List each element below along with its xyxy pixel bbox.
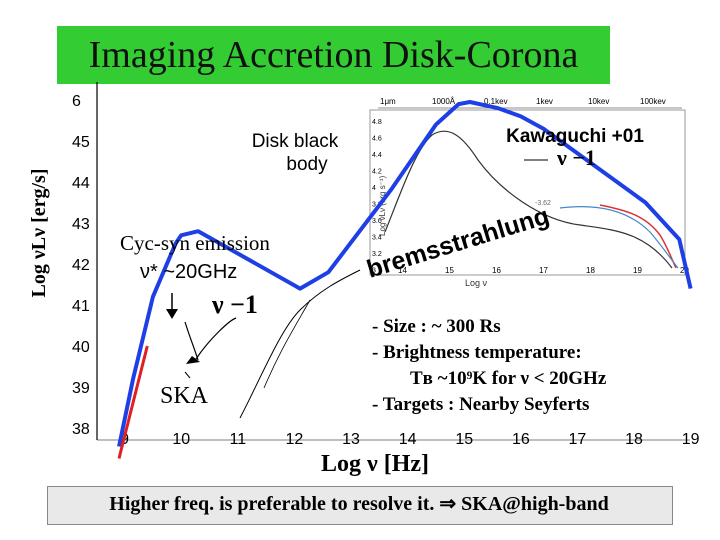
y-tick-label: 45	[72, 134, 90, 151]
inset-y-tick: 4.4	[372, 152, 382, 159]
inset-top-tick: 1kev	[536, 97, 553, 106]
x-tick-label: 10	[172, 431, 190, 448]
inset-top-tick: 10kev	[588, 97, 609, 106]
ska-arrow	[186, 356, 200, 364]
inset-x-tick: 17	[539, 266, 548, 275]
inset-y-tick: 3	[372, 268, 376, 275]
inset-y-tick: 4.6	[372, 136, 382, 143]
y-tick-label: 40	[72, 339, 90, 356]
footer-text: Higher freq. is preferable to resolve it…	[109, 493, 609, 515]
x-tick-label: 15	[455, 431, 473, 448]
inset-tick-label: -3.62	[535, 200, 551, 207]
disk-label-line1: Disk black	[252, 131, 339, 152]
cycsyn-label: Cyc-syn emission	[120, 231, 270, 255]
inset-y-tick: 4.8	[372, 119, 382, 126]
inset-top-tick: 1000Å	[432, 97, 456, 106]
x-tick-label: 19	[682, 431, 700, 448]
inset-top-tick: 0.1kev	[484, 97, 508, 106]
thin-curve-1	[239, 269, 361, 419]
slide-title: Imaging Accretion Disk-Corona	[88, 34, 579, 76]
y-tick-label: 42	[72, 257, 90, 274]
x-axis-label: Log ν [Hz]	[321, 451, 429, 477]
inset-x-tick: 19	[633, 266, 642, 275]
nustar-arrow-head	[166, 309, 178, 319]
y-tick-label: 44	[72, 175, 90, 192]
x-tick-label: 11	[230, 431, 247, 448]
inset-top-tick: 100kev	[640, 97, 666, 106]
nu-minus1-mid-label: ν −1	[211, 290, 258, 319]
nu-minus1-top-label: ν −1	[556, 145, 596, 170]
x-tick-label: 12	[286, 431, 304, 448]
inset-curve-blue-2	[559, 206, 679, 269]
y-tick-label: 39	[72, 380, 90, 397]
inset-y-tick: 3.4	[372, 235, 382, 242]
y-tick-label: 38	[72, 421, 90, 438]
x-tick-label: 16	[512, 431, 530, 448]
inset-x-label: Log ν	[465, 278, 488, 288]
y-tick-labels: 6 45 44 43 42 41 40 39 38	[72, 93, 90, 438]
y-axis-label: Log νLν [erg/s]	[28, 169, 50, 298]
x-tick-label: 18	[625, 431, 643, 448]
footer-box	[47, 486, 673, 525]
inset-x-tick: 14	[398, 266, 407, 275]
note-line: Tʙ ~10⁹K for ν < 20GHz	[410, 368, 607, 389]
inset-y-tick: 3.8	[372, 202, 382, 209]
inset-y-tick: 3.6	[372, 218, 382, 225]
sed-red-segment	[117, 345, 149, 459]
inset-top-tick: 1μm	[380, 97, 396, 106]
ska-label: SKA	[160, 383, 209, 409]
inset-x-tick: 15	[445, 266, 454, 275]
nustar-label: ν* ~20GHz	[140, 261, 237, 283]
inset-y-tick: 4.2	[372, 169, 382, 176]
disk-label-line2: body	[286, 154, 328, 175]
y-tick-label: 41	[72, 298, 90, 315]
sed-line	[117, 100, 693, 447]
inset-faint-curve	[384, 130, 673, 269]
inset-x-tick: 16	[492, 266, 501, 275]
inset-x-tick: 18	[586, 266, 595, 275]
inset-y-tick: 3.2	[372, 251, 382, 258]
y-tick-label: 6	[72, 93, 81, 110]
title-background	[57, 26, 610, 84]
notes-block: - Size : ~ 300 Rs - Brightness temperatur…	[372, 316, 607, 415]
inset-y-tick: 4	[372, 185, 376, 192]
kawaguchi-label: Kawaguchi +01	[506, 126, 644, 147]
y-tick-label: 43	[72, 216, 90, 233]
ska-callout-line	[184, 371, 191, 379]
note-line: - Targets : Nearby Seyferts	[372, 394, 589, 415]
x-tick-labels: 9 10 11 12 13 14 15 16 17 18 19	[120, 431, 699, 448]
thin-curve-2	[263, 299, 311, 389]
inset-y-label: Log νLν (erg s⁻¹)	[378, 175, 387, 236]
note-line: - Size : ~ 300 Rs	[372, 316, 501, 337]
ska-arrow-arc	[195, 317, 237, 360]
x-tick-label: 17	[569, 431, 587, 448]
x-tick-label: 13	[342, 431, 360, 448]
note-line: - Brightness temperature:	[372, 342, 582, 363]
x-tick-label: 14	[399, 431, 417, 448]
slope-arc	[184, 321, 199, 361]
